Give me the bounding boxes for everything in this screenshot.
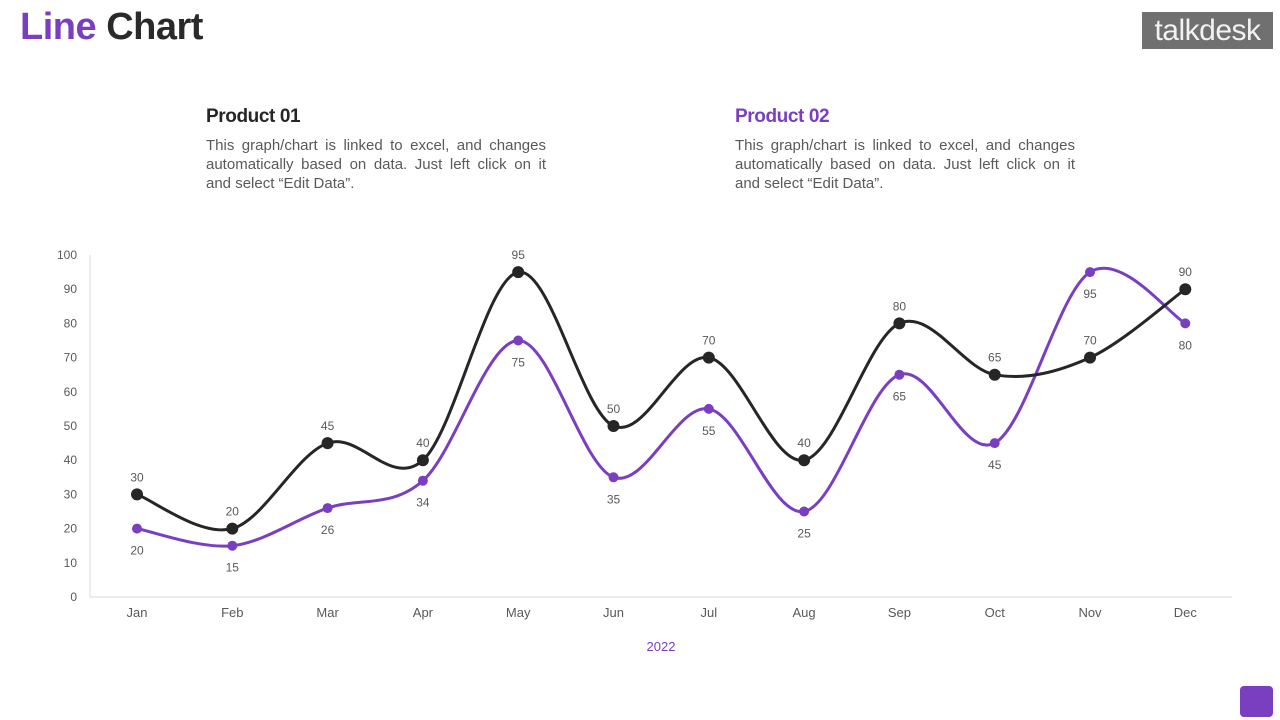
product-01-data-label: 65: [988, 351, 1002, 365]
product-02-data-label: 20: [130, 544, 144, 558]
x-axis-title: 2022: [647, 639, 676, 654]
product-01-point: [131, 488, 143, 501]
title-word-line: Line: [20, 6, 97, 48]
product-01-data-label: 70: [1083, 334, 1097, 348]
y-tick-label: 50: [64, 419, 78, 433]
x-tick-label: Dec: [1174, 605, 1198, 620]
product-01-data-label: 90: [1179, 265, 1193, 279]
product-02-data-label: 15: [226, 561, 240, 575]
product-02-point: [417, 475, 428, 486]
product-02-data-label: 34: [416, 496, 430, 510]
product-02-data-label: 75: [512, 356, 526, 370]
y-tick-label: 20: [64, 522, 78, 536]
product-02-point: [513, 335, 524, 346]
product-02-data-label: 26: [321, 523, 335, 537]
y-tick-label: 70: [64, 351, 78, 365]
product-01-data-label: 80: [893, 299, 907, 313]
product-02-point: [322, 503, 333, 514]
product-01-point: [798, 454, 811, 467]
product-01-data-label: 20: [226, 505, 240, 519]
product-02-point: [799, 506, 810, 517]
brand-logo: talkdesk: [1142, 12, 1273, 49]
x-tick-label: Feb: [221, 605, 243, 620]
product-01-data-label: 70: [702, 334, 716, 348]
product-02-point: [703, 403, 714, 414]
product-02-point: [227, 540, 238, 551]
product-02-point: [608, 472, 619, 483]
product-01-point: [893, 317, 906, 330]
product-01-point: [416, 454, 429, 467]
product-01-point: [512, 266, 525, 279]
page-title: Line Chart: [20, 6, 203, 49]
x-tick-label: Aug: [793, 605, 816, 620]
x-tick-label: Sep: [888, 605, 911, 620]
product-01-point: [1179, 283, 1192, 296]
product-02-line: [136, 266, 1187, 548]
product-02-point: [1085, 267, 1095, 278]
y-tick-label: 60: [64, 385, 78, 399]
product-02-data-label: 35: [607, 492, 621, 506]
product-01-point: [988, 368, 1001, 381]
x-tick-label: Jan: [127, 605, 148, 620]
x-tick-label: Jun: [603, 605, 624, 620]
product-02-block: Product 02 This graph/chart is linked to…: [735, 106, 1075, 193]
product-02-data-label: 80: [1179, 338, 1193, 352]
product-02-data-label: 55: [702, 424, 716, 438]
product-01-description: This graph/chart is linked to excel, and…: [206, 137, 546, 192]
product-02-data-label: 65: [893, 390, 907, 404]
product-01-data-label: 95: [512, 248, 526, 262]
product-02-point: [132, 523, 142, 534]
y-tick-label: 0: [70, 590, 77, 604]
product-01-data-label: 40: [416, 436, 430, 450]
product-01-data-label: 40: [797, 436, 811, 450]
product-02-point: [1180, 318, 1191, 329]
y-tick-label: 100: [57, 248, 77, 262]
product-02-heading: Product 02: [735, 106, 830, 127]
product-01-point: [226, 522, 239, 535]
product-01-block: Product 01 This graph/chart is linked to…: [206, 106, 546, 193]
product-01-point: [1084, 351, 1096, 364]
corner-square: [1240, 686, 1273, 717]
product-01-point: [321, 437, 334, 450]
x-tick-label: Oct: [985, 605, 1006, 620]
product-01-point: [702, 351, 715, 364]
product-02-point: [894, 369, 905, 380]
y-tick-label: 90: [64, 282, 78, 296]
product-02-description: This graph/chart is linked to excel, and…: [735, 137, 1075, 192]
x-tick-label: May: [506, 605, 531, 620]
x-tick-label: Mar: [316, 605, 339, 620]
product-01-data-label: 45: [321, 419, 335, 433]
product-02-point: [989, 438, 1000, 449]
product-01-data-label: 30: [130, 470, 144, 484]
x-tick-label: Apr: [413, 605, 434, 620]
product-02-data-label: 25: [797, 527, 811, 541]
product-01-point: [607, 420, 620, 432]
product-02-data-label: 95: [1083, 287, 1097, 301]
title-word-chart: Chart: [106, 6, 203, 48]
x-tick-label: Nov: [1078, 605, 1102, 620]
product-02-data-label: 45: [988, 458, 1002, 472]
y-tick-label: 80: [64, 316, 78, 330]
y-tick-label: 40: [64, 453, 78, 467]
product-01-data-label: 50: [607, 402, 621, 416]
y-tick-label: 10: [64, 556, 78, 570]
y-tick-label: 30: [64, 487, 78, 501]
line-chart: 0 10 20 30 40 50 60 70 80 90 100 Jan Feb Mar Apr May Jun…: [57, 248, 1232, 654]
product-01-line: [136, 270, 1187, 532]
x-tick-label: Jul: [700, 605, 717, 620]
product-01-heading: Product 01: [206, 106, 301, 127]
